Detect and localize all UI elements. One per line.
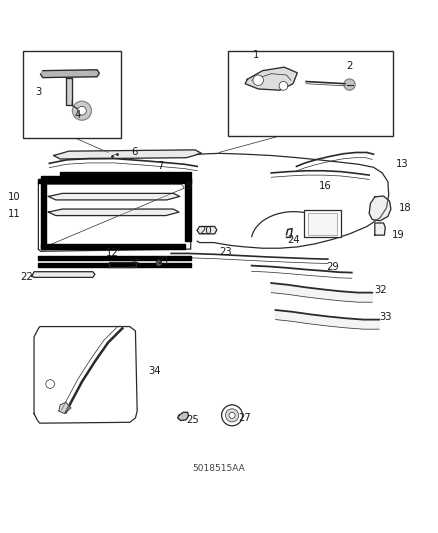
Text: 5018515AA: 5018515AA bbox=[193, 464, 245, 473]
Polygon shape bbox=[39, 263, 191, 266]
Polygon shape bbox=[41, 182, 46, 249]
Circle shape bbox=[222, 405, 243, 426]
Text: 25: 25 bbox=[187, 415, 199, 425]
Text: 2: 2 bbox=[346, 61, 353, 71]
Polygon shape bbox=[41, 244, 185, 249]
Polygon shape bbox=[185, 182, 191, 241]
Polygon shape bbox=[41, 176, 191, 182]
Polygon shape bbox=[271, 283, 372, 302]
Text: 3: 3 bbox=[35, 87, 42, 98]
Polygon shape bbox=[66, 78, 72, 106]
Polygon shape bbox=[375, 223, 385, 235]
Circle shape bbox=[279, 82, 288, 90]
Text: 11: 11 bbox=[8, 209, 21, 219]
Circle shape bbox=[253, 75, 263, 85]
Polygon shape bbox=[48, 193, 180, 200]
Text: 10: 10 bbox=[8, 192, 21, 202]
Text: 13: 13 bbox=[396, 159, 408, 169]
Text: 32: 32 bbox=[374, 285, 387, 295]
Bar bbox=[23, 51, 121, 138]
Text: 9: 9 bbox=[185, 181, 192, 191]
Text: 27: 27 bbox=[239, 413, 251, 423]
Circle shape bbox=[72, 101, 92, 120]
Text: 22: 22 bbox=[20, 271, 33, 281]
Text: 7: 7 bbox=[157, 161, 163, 172]
Polygon shape bbox=[39, 256, 191, 260]
Bar bbox=[304, 211, 341, 237]
Text: 35: 35 bbox=[128, 260, 141, 269]
Text: 21: 21 bbox=[157, 256, 170, 266]
Circle shape bbox=[226, 409, 239, 422]
Bar bbox=[308, 213, 336, 235]
Polygon shape bbox=[41, 70, 99, 78]
Circle shape bbox=[229, 413, 235, 418]
Text: 34: 34 bbox=[148, 366, 161, 376]
Text: 6: 6 bbox=[131, 148, 138, 157]
Text: 20: 20 bbox=[199, 226, 212, 236]
Text: 19: 19 bbox=[392, 230, 405, 240]
Circle shape bbox=[156, 260, 162, 266]
Circle shape bbox=[344, 79, 355, 90]
Bar bbox=[228, 51, 393, 136]
Text: 12: 12 bbox=[106, 248, 119, 259]
Text: 16: 16 bbox=[319, 181, 332, 191]
Text: 18: 18 bbox=[399, 203, 412, 213]
Polygon shape bbox=[110, 262, 136, 268]
Polygon shape bbox=[369, 196, 391, 221]
Text: 24: 24 bbox=[287, 235, 300, 245]
Polygon shape bbox=[59, 402, 71, 414]
Polygon shape bbox=[32, 272, 95, 277]
Polygon shape bbox=[197, 227, 217, 234]
Polygon shape bbox=[48, 209, 179, 215]
Text: 4: 4 bbox=[74, 110, 81, 120]
Polygon shape bbox=[276, 310, 379, 329]
Polygon shape bbox=[39, 180, 191, 183]
Text: 29: 29 bbox=[326, 262, 339, 271]
Circle shape bbox=[78, 107, 86, 115]
Text: 23: 23 bbox=[219, 247, 232, 257]
Polygon shape bbox=[60, 172, 191, 175]
Circle shape bbox=[46, 379, 54, 389]
Polygon shape bbox=[245, 67, 297, 90]
Polygon shape bbox=[178, 413, 188, 421]
Polygon shape bbox=[53, 150, 201, 159]
Text: 33: 33 bbox=[379, 312, 392, 321]
Text: 1: 1 bbox=[253, 51, 259, 60]
